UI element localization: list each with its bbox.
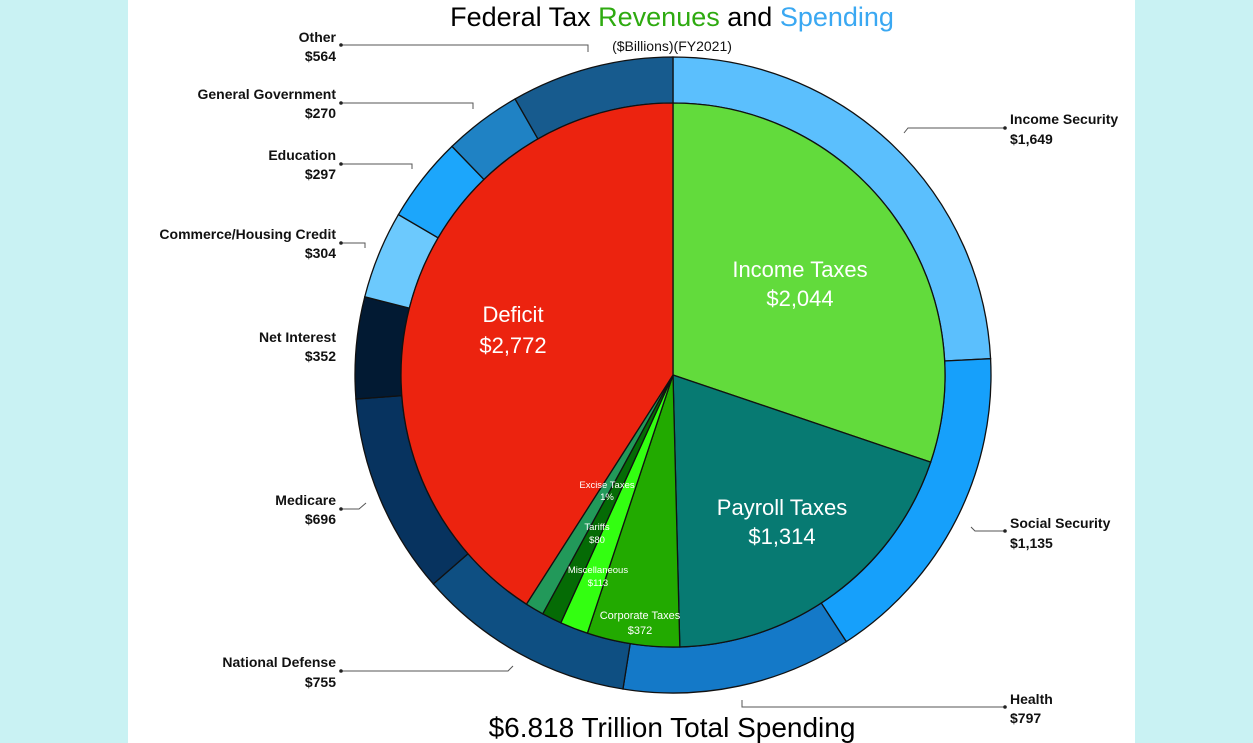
chart-subtitle: ($Billions)(FY2021) xyxy=(612,38,732,54)
leader-dot-health xyxy=(1003,705,1007,709)
spending-label-commerce-housing-credit: Commerce/Housing Credit xyxy=(159,226,336,242)
leader-dot-social-security xyxy=(1003,529,1007,533)
leader-dot-national-defense xyxy=(339,669,343,673)
leader-dot-general-government xyxy=(339,101,343,105)
spending-value-medicare: $696 xyxy=(305,511,336,527)
leader-dot-education xyxy=(339,162,343,166)
revenue-label-deficit: Deficit xyxy=(482,302,543,327)
leader-line-health xyxy=(741,700,1005,708)
revenue-label-excise-taxes: Excise Taxes xyxy=(579,480,635,491)
spending-label-general-government: General Government xyxy=(198,86,337,102)
revenue-value-income-taxes: $2,044 xyxy=(766,286,833,311)
spending-value-commerce-housing-credit: $304 xyxy=(305,245,336,261)
leader-line-medicare xyxy=(341,502,367,510)
revenue-slice-deficit xyxy=(400,102,674,606)
spending-label-net-interest: Net Interest xyxy=(259,329,336,345)
spending-value-income-security: $1,649 xyxy=(1010,131,1053,147)
chart-title: Federal Tax Revenues and Spending xyxy=(450,2,894,32)
spending-value-national-defense: $755 xyxy=(305,674,336,690)
revenue-value-corporate-taxes: $372 xyxy=(628,625,652,637)
leader-dot-commerce-housing-credit xyxy=(339,241,343,245)
revenue-label-tariffs: Tariffs xyxy=(584,522,609,533)
revenue-value-deficit: $2,772 xyxy=(479,333,546,358)
spending-label-medicare: Medicare xyxy=(275,492,336,508)
total-spending-footer: $6.818 Trillion Total Spending xyxy=(489,712,856,743)
revenue-label-payroll-taxes: Payroll Taxes xyxy=(717,495,847,520)
revenue-value-payroll-taxes: $1,314 xyxy=(748,524,815,549)
leader-line-general-government xyxy=(341,102,474,109)
revenue-label-corporate-taxes: Corporate Taxes xyxy=(600,610,681,622)
leader-line-income-security xyxy=(903,127,1005,134)
revenue-label-miscellaneous: Miscellaneous xyxy=(568,565,628,576)
spending-value-other: $564 xyxy=(305,48,336,64)
leader-dot-medicare xyxy=(339,507,343,511)
leader-dot-other xyxy=(339,43,343,47)
spending-value-education: $297 xyxy=(305,166,336,182)
spending-value-general-government: $270 xyxy=(305,105,336,121)
spending-value-health: $797 xyxy=(1010,710,1041,726)
leader-dot-income-security xyxy=(1003,126,1007,130)
revenue-value-miscellaneous: $113 xyxy=(588,578,608,589)
leader-line-social-security xyxy=(970,526,1005,532)
leader-line-education xyxy=(341,163,413,169)
spending-value-social-security: $1,135 xyxy=(1010,535,1053,551)
spending-label-social-security: Social Security xyxy=(1010,515,1111,531)
spending-label-health: Health xyxy=(1010,691,1053,707)
spending-label-income-security: Income Security xyxy=(1010,111,1118,127)
spending-label-national-defense: National Defense xyxy=(222,654,336,670)
revenue-value-tariffs: $80 xyxy=(589,535,605,546)
leader-line-national-defense xyxy=(341,665,514,672)
leader-line-commerce-housing-credit xyxy=(341,242,366,248)
revenue-label-income-taxes: Income Taxes xyxy=(732,257,867,282)
leader-line-other xyxy=(341,44,589,52)
spending-value-net-interest: $352 xyxy=(305,348,336,364)
spending-label-education: Education xyxy=(268,147,336,163)
spending-label-other: Other xyxy=(299,29,337,45)
revenue-slice-payroll-taxes xyxy=(672,374,932,648)
revenue-slice-income-taxes xyxy=(672,102,946,463)
revenue-value-excise-taxes: 1% xyxy=(600,492,614,503)
